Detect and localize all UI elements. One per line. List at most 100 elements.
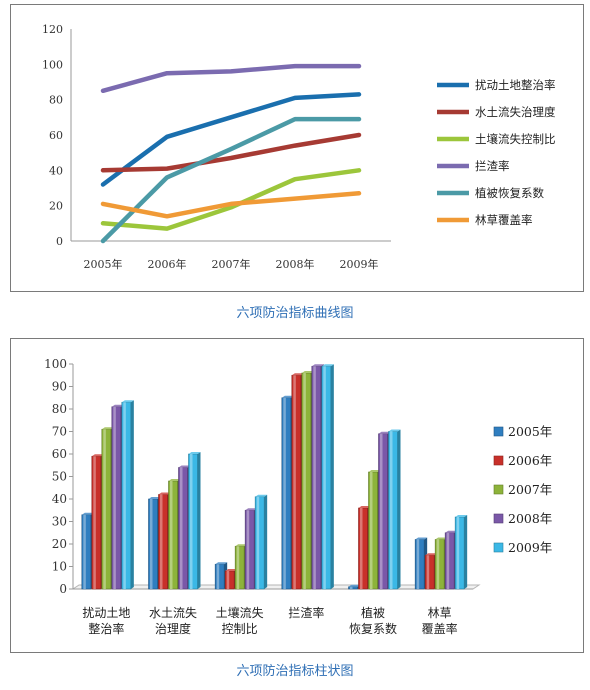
bar xyxy=(121,400,134,590)
bar-highlight xyxy=(93,456,96,589)
bar-highlight xyxy=(360,508,363,589)
bar-side xyxy=(264,494,268,589)
y-tick-label: 90 xyxy=(52,380,67,394)
bar-top xyxy=(81,512,94,515)
x-tick-label: 拦渣率 xyxy=(288,605,324,620)
bar-top xyxy=(388,429,401,432)
bar-top xyxy=(148,497,161,499)
bar-top xyxy=(168,479,181,481)
bar-highlight xyxy=(436,539,440,589)
bar-top xyxy=(245,508,258,511)
y-tick-label: 20 xyxy=(52,537,67,551)
legend-label: 林草覆盖率 xyxy=(475,213,533,227)
legend-swatch xyxy=(493,484,504,495)
bar-top xyxy=(291,373,304,376)
x-tick-label: 覆盖率 xyxy=(422,621,458,636)
bar-highlight xyxy=(283,397,286,589)
legend-label: 植被恢复系数 xyxy=(475,186,544,200)
bar-front xyxy=(368,471,378,590)
bar-highlight xyxy=(160,494,163,589)
bar-top xyxy=(225,569,238,571)
bar-top xyxy=(235,544,248,547)
legend-label: 土壤流失控制比 xyxy=(475,132,556,146)
bar xyxy=(454,515,468,590)
bar-highlight xyxy=(370,472,373,589)
bar-highlight xyxy=(150,499,153,589)
y-tick-label: 20 xyxy=(49,200,63,213)
line-chart-caption: 六项防治指标曲线图 xyxy=(236,306,354,321)
bar-chart-caption: 六项防治指标柱状图 xyxy=(236,664,354,679)
bar-highlight xyxy=(323,366,326,589)
bar-front xyxy=(414,539,425,590)
bar-highlight xyxy=(456,517,460,589)
y-tick-label: 30 xyxy=(52,515,67,529)
bar-top xyxy=(348,584,361,587)
bar-side xyxy=(130,400,134,589)
x-tick-label: 2006年 xyxy=(148,257,187,271)
y-tick-label: 0 xyxy=(56,235,63,248)
y-tick-label: 50 xyxy=(52,470,67,484)
bar-front xyxy=(454,516,465,590)
x-tick-label: 2008年 xyxy=(276,257,315,271)
bar-front xyxy=(301,372,312,590)
bar-highlight xyxy=(416,539,420,589)
legend-label: 扰动土地整治率 xyxy=(475,78,556,92)
bar-front xyxy=(434,539,445,590)
bar-front xyxy=(254,496,265,590)
series-line-5 xyxy=(100,116,362,244)
y-tick-label: 60 xyxy=(49,129,63,142)
bar-top xyxy=(178,465,191,468)
x-tick-label: 植被 xyxy=(361,605,385,620)
bar-top xyxy=(188,452,201,454)
bar-highlight xyxy=(123,402,126,589)
bar-highlight xyxy=(426,555,430,589)
bar-front xyxy=(348,586,358,590)
bar-highlight xyxy=(103,429,106,589)
x-tick-label: 扰动土地 xyxy=(82,606,130,620)
bar-top xyxy=(445,530,458,533)
series-line-1 xyxy=(100,92,362,187)
bar-chart-panel: 0 10 20 30 40 50 60 70 80 90 100 扰动土地 整治率 水土流失 治理度 土壤流失… xyxy=(10,338,584,653)
series-line-6 xyxy=(100,191,362,219)
bar-top xyxy=(311,364,324,367)
legend-label: 拦渣率 xyxy=(475,159,510,173)
legend-label: 2009年 xyxy=(508,540,552,555)
legend-swatch xyxy=(493,513,504,524)
bar-highlight xyxy=(293,375,296,589)
legend-swatch xyxy=(493,426,504,437)
x-tick-label: 林草 xyxy=(428,606,452,620)
bar-front xyxy=(281,397,292,590)
series-line-4 xyxy=(100,63,362,94)
bar-highlight xyxy=(313,366,316,589)
bar-front xyxy=(158,494,168,590)
bar-side xyxy=(464,515,468,589)
bar-top xyxy=(378,431,391,434)
bar-top xyxy=(101,427,114,430)
bar-side xyxy=(330,364,334,589)
bar-chart: 0 10 20 30 40 50 60 70 80 90 100 扰动土地整治率 水土流失治理度 土壤流失… xyxy=(44,357,552,636)
bar-front xyxy=(244,509,255,590)
x-tick-label: 2005年 xyxy=(84,257,123,271)
bar-highlight xyxy=(180,467,183,589)
y-tick-label: 40 xyxy=(52,492,67,506)
legend-swatch xyxy=(493,542,504,553)
y-tick-label: 120 xyxy=(42,23,63,36)
line-chart-panel: 0 20 40 60 80 100 120 2005年 2006年 2007年 2008年 2009年… xyxy=(10,4,584,292)
x-tick-label: 2009年 xyxy=(340,257,379,271)
bar xyxy=(254,494,268,590)
bar xyxy=(388,429,401,590)
bar-top xyxy=(301,371,314,373)
bar-front xyxy=(121,401,132,590)
bar-highlight xyxy=(236,546,240,589)
bar-front xyxy=(378,433,388,590)
series-line-2 xyxy=(100,132,362,173)
bar-front xyxy=(214,563,225,590)
bar-top xyxy=(121,400,134,403)
legend-label: 2008年 xyxy=(508,511,552,526)
y-tick-label: 10 xyxy=(52,560,67,574)
line-chart: 0 20 40 60 80 100 120 2005年 2006年 2007年 2008年 2009年… xyxy=(42,23,556,271)
bar-front xyxy=(311,365,322,590)
bar-highlight xyxy=(303,373,306,589)
legend-label: 2005年 xyxy=(508,424,552,439)
x-tick-label: 治理度 xyxy=(155,621,191,636)
